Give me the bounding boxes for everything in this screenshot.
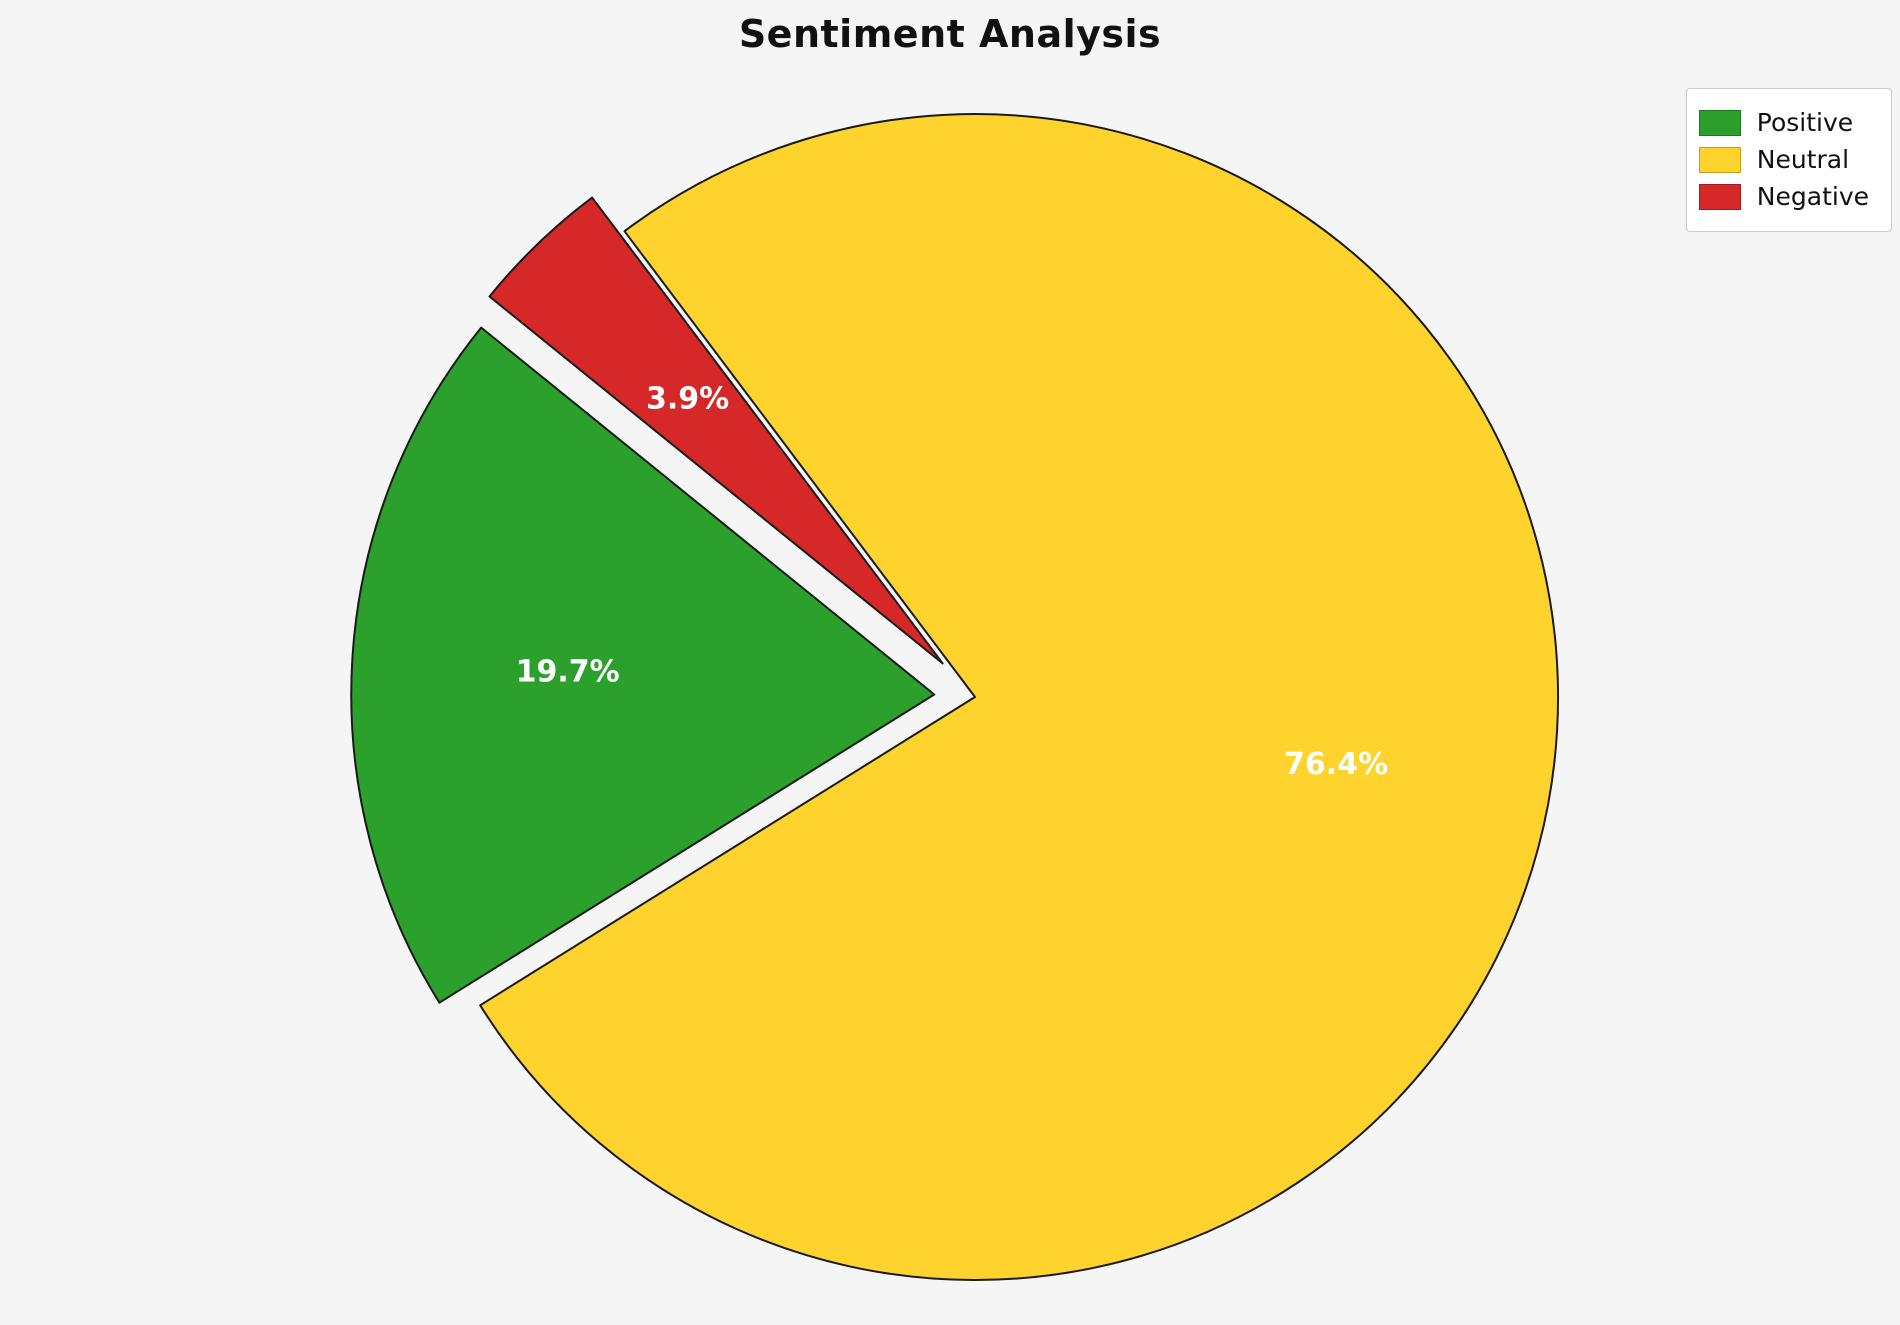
legend-item-positive: Positive	[1698, 108, 1869, 138]
legend-swatch-negative	[1698, 184, 1741, 210]
legend: Positive Neutral Negative	[1685, 88, 1892, 232]
pie-pct-label-positive: 19.7%	[516, 654, 620, 689]
legend-item-negative: Negative	[1698, 182, 1869, 212]
chart-title: Sentiment Analysis	[738, 12, 1162, 56]
pie-slice-neutral	[479, 113, 1559, 1281]
legend-swatch-neutral	[1698, 147, 1741, 173]
pie-slice-positive	[350, 326, 936, 1004]
pie-pct-label-negative: 3.9%	[646, 382, 729, 417]
pie-pct-label-neutral: 76.4%	[1284, 747, 1388, 782]
legend-label-positive: Positive	[1756, 108, 1854, 137]
legend-label-neutral: Neutral	[1756, 145, 1850, 174]
legend-item-neutral: Neutral	[1698, 145, 1869, 175]
legend-label-negative: Negative	[1756, 182, 1869, 211]
legend-swatch-positive	[1698, 110, 1741, 136]
pie-slice-negative	[488, 196, 944, 665]
